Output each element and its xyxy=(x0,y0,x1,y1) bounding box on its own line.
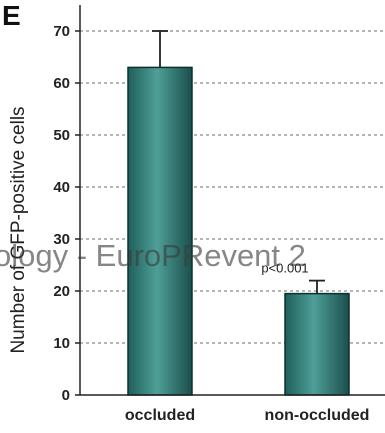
y-tick-label: 40 xyxy=(53,179,70,196)
y-tick-label: 20 xyxy=(53,283,70,300)
panel-label: E xyxy=(2,0,21,31)
y-tick-label: 50 xyxy=(53,127,70,144)
bar xyxy=(127,66,193,396)
y-tick-label: 70 xyxy=(53,23,70,40)
y-tick-label: 30 xyxy=(53,231,70,248)
y-tick-label: 60 xyxy=(53,75,70,92)
x-tick-label: occluded xyxy=(125,407,195,424)
bar xyxy=(284,292,350,396)
y-tick-label: 0 xyxy=(62,387,70,404)
y-tick-label: 10 xyxy=(53,335,70,352)
x-tick-label: non-occluded xyxy=(265,407,370,424)
annotation-label: p<0.001 xyxy=(261,261,308,276)
